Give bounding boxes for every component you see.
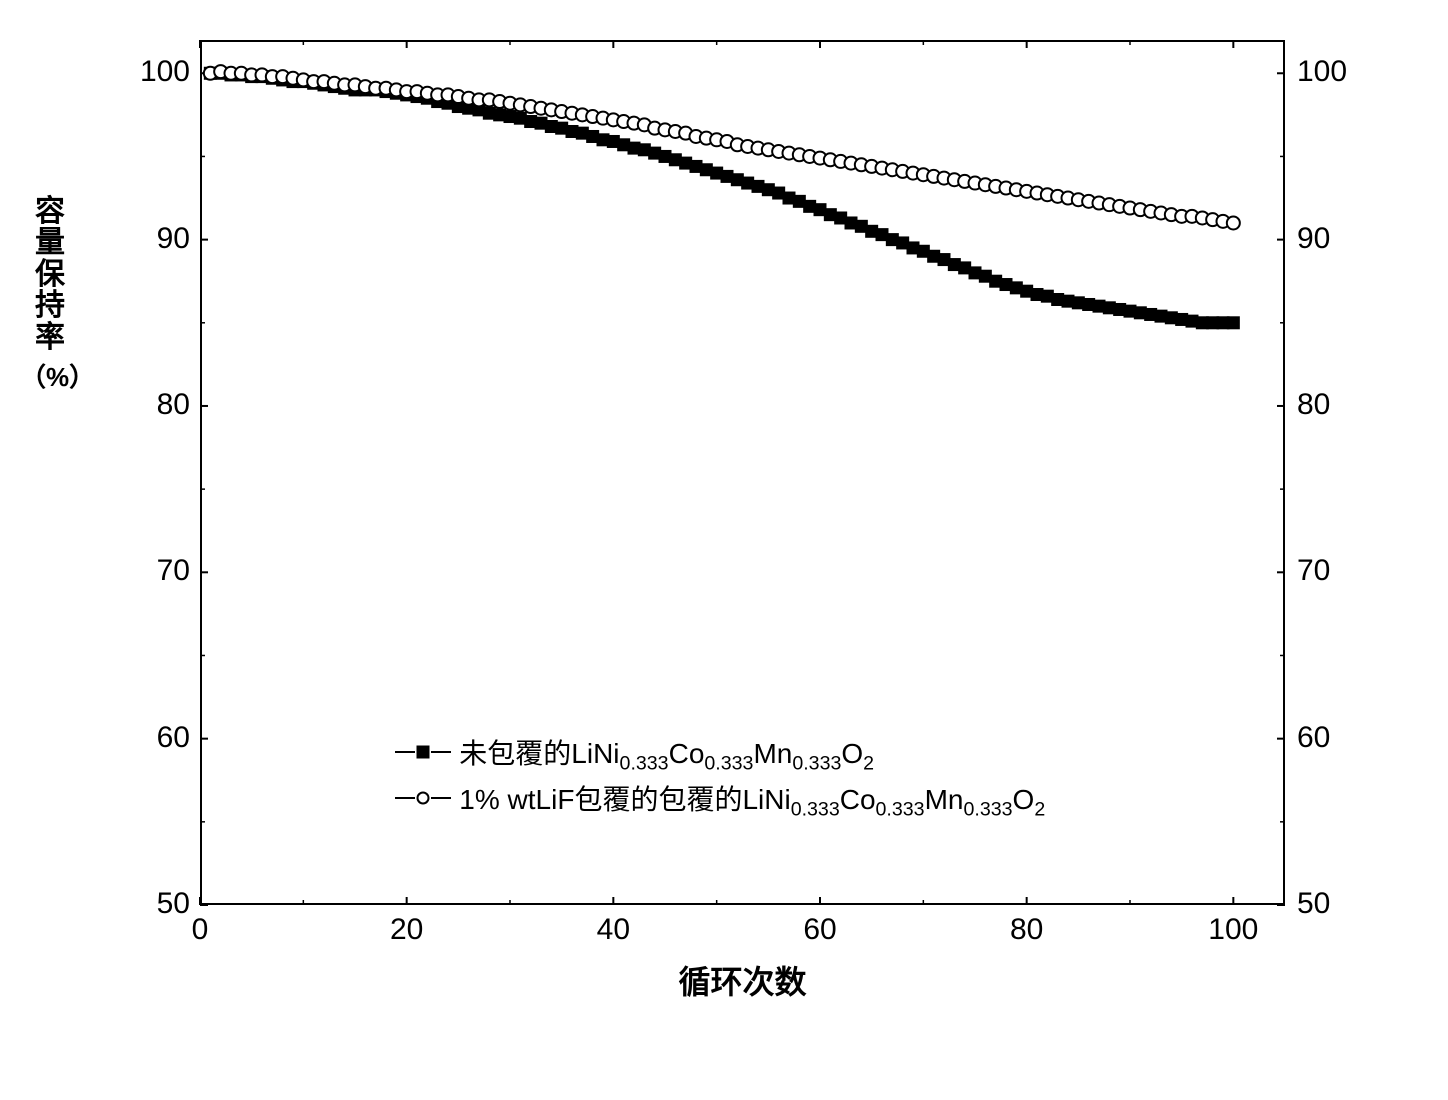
tick-label: 70 [1297, 554, 1377, 588]
tick-label: 60 [780, 913, 860, 947]
chart-container: 02040608010050506060707080809090100100 容… [0, 0, 1448, 1100]
tick-label: 60 [110, 721, 190, 755]
tick-label: 80 [110, 388, 190, 422]
legend-swatch [395, 739, 451, 765]
legend-item: 1% wtLiF包覆的包覆的LiNi0.333Co0.333Mn0.333O2 [395, 778, 1045, 818]
y-axis-label: 容量保持率（%） [20, 196, 80, 395]
tick-label: 90 [110, 222, 190, 256]
tick-label: 70 [110, 554, 190, 588]
y-axis-label-char: 率 [20, 322, 80, 354]
tick-label: 20 [367, 913, 447, 947]
legend-label: 1% wtLiF包覆的包覆的LiNi0.333Co0.333Mn0.333O2 [459, 778, 1045, 818]
y-axis-label-unit: （%） [20, 357, 80, 394]
tick-label: 80 [1297, 388, 1377, 422]
tick-label: 40 [573, 913, 653, 947]
tick-label: 100 [110, 55, 190, 89]
y-axis-label-char: 量 [20, 227, 80, 259]
tick-label: 90 [1297, 222, 1377, 256]
legend-label: 未包覆的LiNi0.333Co0.333Mn0.333O2 [459, 732, 874, 772]
tick-label: 100 [1297, 55, 1377, 89]
tick-label: 50 [1297, 887, 1377, 921]
y-axis-label-char: 持 [20, 290, 80, 322]
y-axis-label-char: 保 [20, 259, 80, 291]
legend-item: 未包覆的LiNi0.333Co0.333Mn0.333O2 [395, 732, 1045, 772]
tick-label: 100 [1193, 913, 1273, 947]
x-axis-label: 循环次数 [200, 957, 1285, 1003]
tick-label: 50 [110, 887, 190, 921]
legend-swatch [395, 785, 451, 811]
y-axis-label-char: 容 [20, 196, 80, 228]
legend: 未包覆的LiNi0.333Co0.333Mn0.333O2 1% wtLiF包覆的… [395, 732, 1045, 824]
tick-label: 60 [1297, 721, 1377, 755]
tick-label: 80 [987, 913, 1067, 947]
